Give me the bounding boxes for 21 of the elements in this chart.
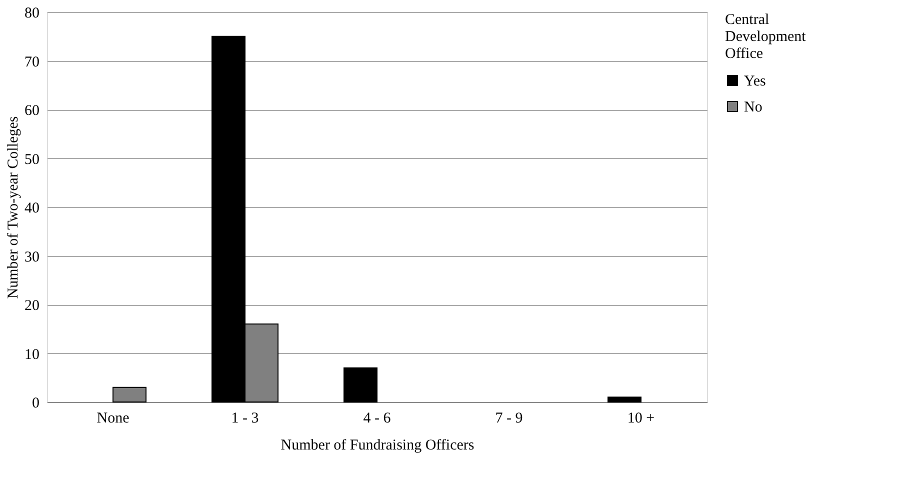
y-tick-label: 10 — [24, 346, 40, 363]
y-tick-label: 40 — [24, 200, 40, 216]
y-axis-title: Number of Two-year Colleges — [6, 116, 22, 299]
y-tick-label: 0 — [32, 396, 40, 412]
bar — [344, 367, 378, 402]
x-tick-label: None — [96, 410, 130, 426]
legend-title: Central Development Office — [725, 12, 807, 62]
y-tick-label: 20 — [24, 298, 40, 314]
bar — [608, 396, 642, 402]
x-tick-label: 7 - 9 — [495, 410, 523, 426]
legend-label: Yes — [744, 74, 766, 90]
legend-label: No — [744, 100, 762, 116]
y-tick-label: 30 — [24, 249, 40, 266]
x-axis-title: Number of Fundraising Officers — [280, 438, 474, 454]
y-tick-label: 50 — [24, 152, 40, 168]
y-tick-label: 60 — [24, 103, 40, 119]
y-tick-label: 80 — [24, 6, 40, 22]
x-tick-label: 1 - 3 — [231, 410, 259, 426]
x-tick-label: 4 - 6 — [363, 410, 392, 426]
x-tick-label: 10 + — [627, 410, 655, 426]
y-tick-label: 70 — [24, 54, 40, 70]
